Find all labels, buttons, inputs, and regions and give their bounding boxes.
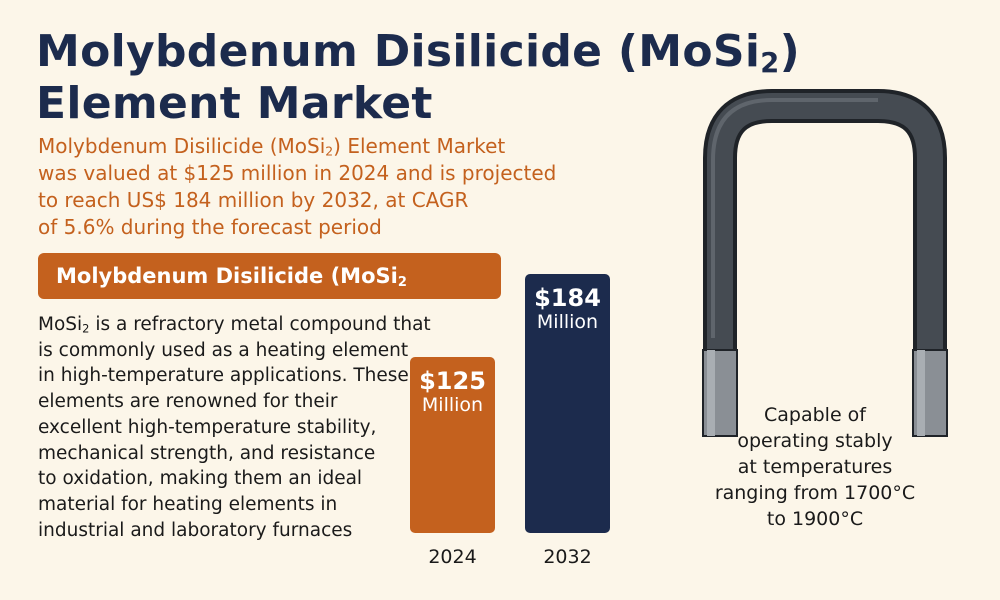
u-shaped-heating-element-icon [702, 89, 948, 437]
capability-caption: Capable of operating stably at temperatu… [680, 402, 950, 532]
summary-line-1: Molybdenum Disilicide (MoSi2) Element Ma… [38, 134, 506, 159]
summary-line-2: was valued at $125 million in 2024 and i… [38, 161, 557, 185]
description-line-4: elements are renowned for their [38, 391, 338, 413]
description-line-2: is commonly used as a heating element [38, 339, 409, 361]
capability-line-2: operating stably [737, 430, 893, 452]
bar-2024 [410, 357, 495, 533]
page-title: Molybdenum Disilicide (MoSi2) Element Ma… [36, 26, 836, 130]
category-label-2024: 2024 [428, 546, 476, 568]
title-line-2: Element Market [36, 78, 433, 129]
description-text: MoSi2 is a refractory metal compound tha… [38, 312, 498, 543]
capability-line-1: Capable of [764, 404, 866, 426]
section-banner: Molybdenum Disilicide (MoSi2 [38, 253, 501, 299]
summary-line-3: to reach US$ 184 million by 2032, at CAG… [38, 188, 469, 212]
description-line-6: mechanical strength, and resistance [38, 442, 376, 464]
description-line-1: MoSi2 is a refractory metal compound tha… [38, 314, 431, 336]
bar-unit-label-2024: Million [422, 394, 483, 416]
bar-value-label-2032: $184 [534, 284, 601, 312]
capability-line-5: to 1900°C [766, 508, 864, 530]
title-line-1: Molybdenum Disilicide (MoSi2) [36, 26, 800, 79]
bar-value-label-2024: $125 [419, 367, 486, 395]
capability-line-3: at temperatures [737, 456, 893, 478]
market-summary: Molybdenum Disilicide (MoSi2) Element Ma… [38, 133, 638, 241]
description-line-8: material for heating elements in [38, 493, 338, 515]
summary-line-4: of 5.6% during the forecast period [38, 215, 382, 239]
description-line-7: to oxidation, making them an ideal [38, 468, 363, 490]
bar-unit-label-2032: Million [537, 311, 598, 333]
category-label-2032: 2032 [543, 546, 591, 568]
bar-2032 [525, 274, 610, 533]
capability-line-4: ranging from 1700°C [714, 482, 916, 504]
description-line-3: in high-temperature applications. These [38, 365, 409, 387]
description-line-9: industrial and laboratory furnaces [38, 519, 353, 541]
description-line-5: excellent high-temperature stability, [38, 416, 377, 438]
